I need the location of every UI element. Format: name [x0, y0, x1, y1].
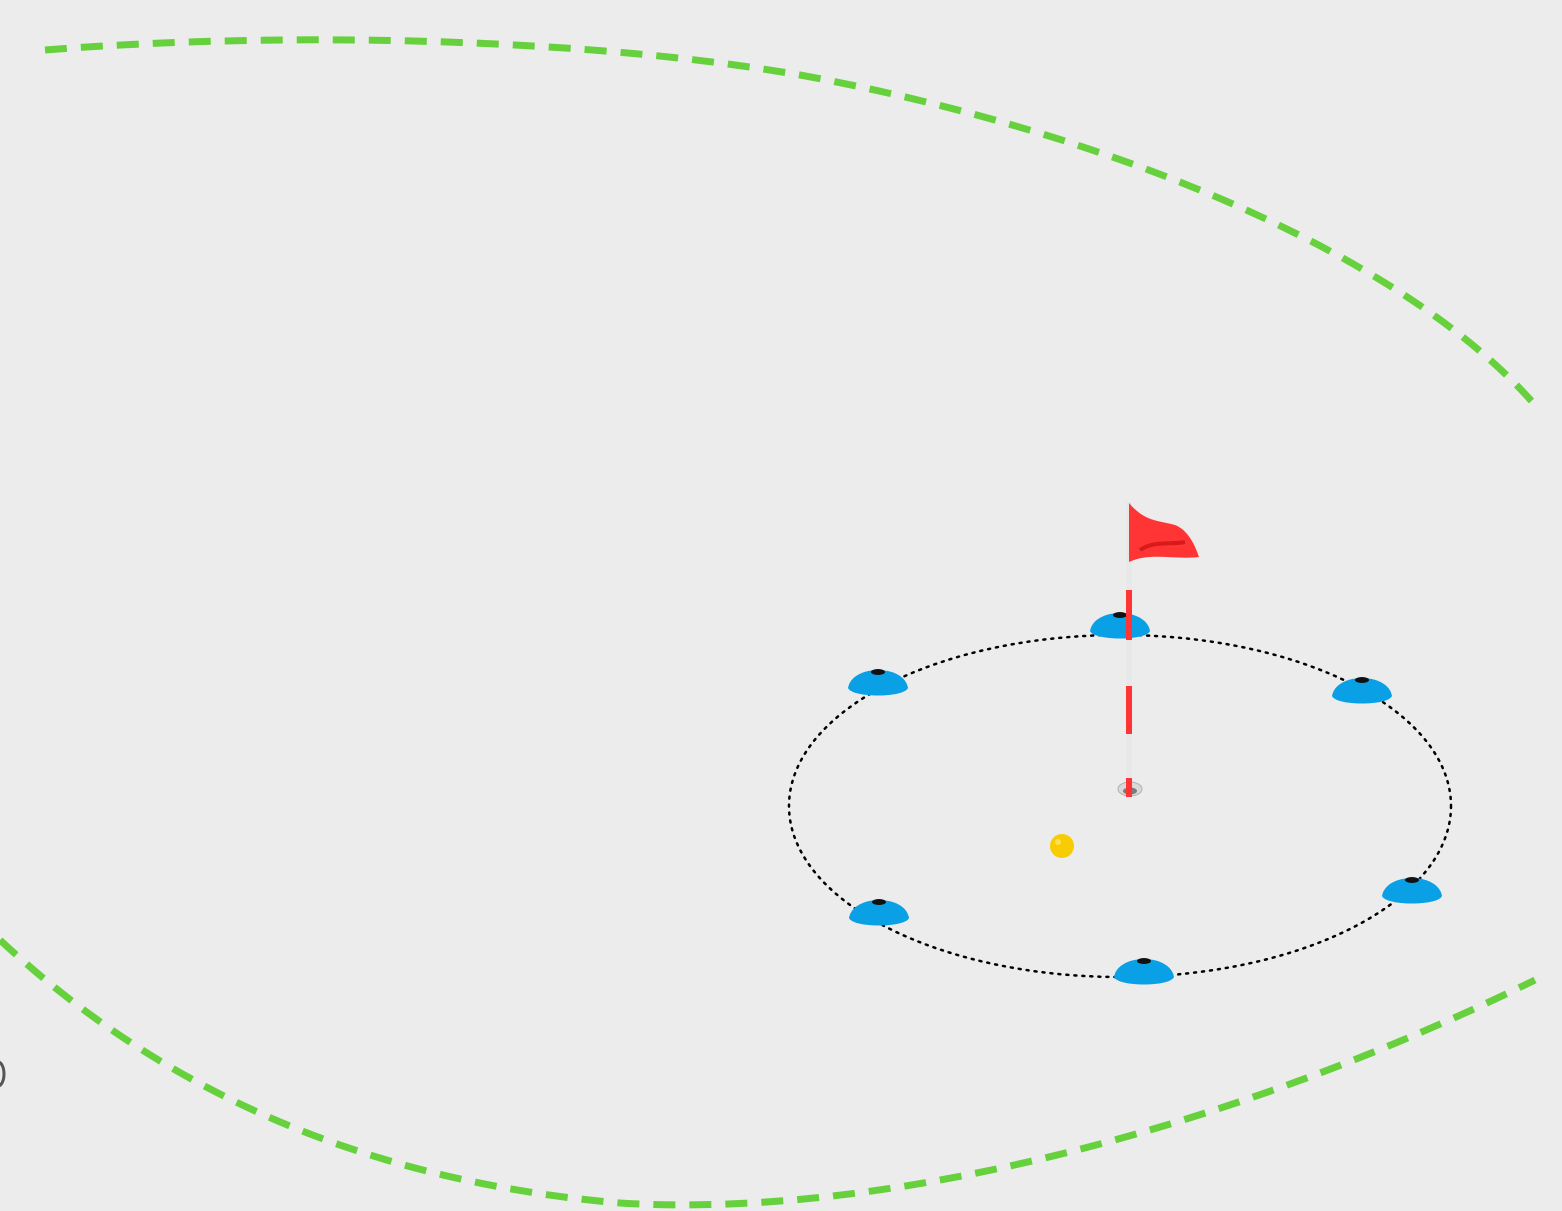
- flag-cloth: [1129, 503, 1199, 562]
- flag-fold: [1138, 540, 1186, 552]
- target-circle: [787, 633, 1453, 979]
- cone-icon: [849, 899, 909, 926]
- cone-icon: [848, 669, 908, 696]
- green-boundary-bottom-edge: [0, 937, 1537, 1209]
- cones-group: [848, 612, 1442, 985]
- putting-green-boundary: [0, 36, 1538, 1209]
- golf-ball-icon: [1050, 834, 1074, 858]
- pole-stripe: [1126, 686, 1132, 734]
- pole-stripe: [1126, 590, 1132, 640]
- green-boundary-top-edge: [44, 36, 1538, 408]
- partial-object-left-edge: [0, 1061, 6, 1087]
- flag-icon: [1126, 502, 1199, 797]
- pole-stripe: [1126, 778, 1132, 797]
- flag-pole: [1126, 502, 1132, 797]
- cone-icon: [1090, 612, 1150, 639]
- cone-icon: [1114, 958, 1174, 985]
- cone-icon: [1382, 877, 1442, 904]
- cone-icon: [1332, 677, 1392, 704]
